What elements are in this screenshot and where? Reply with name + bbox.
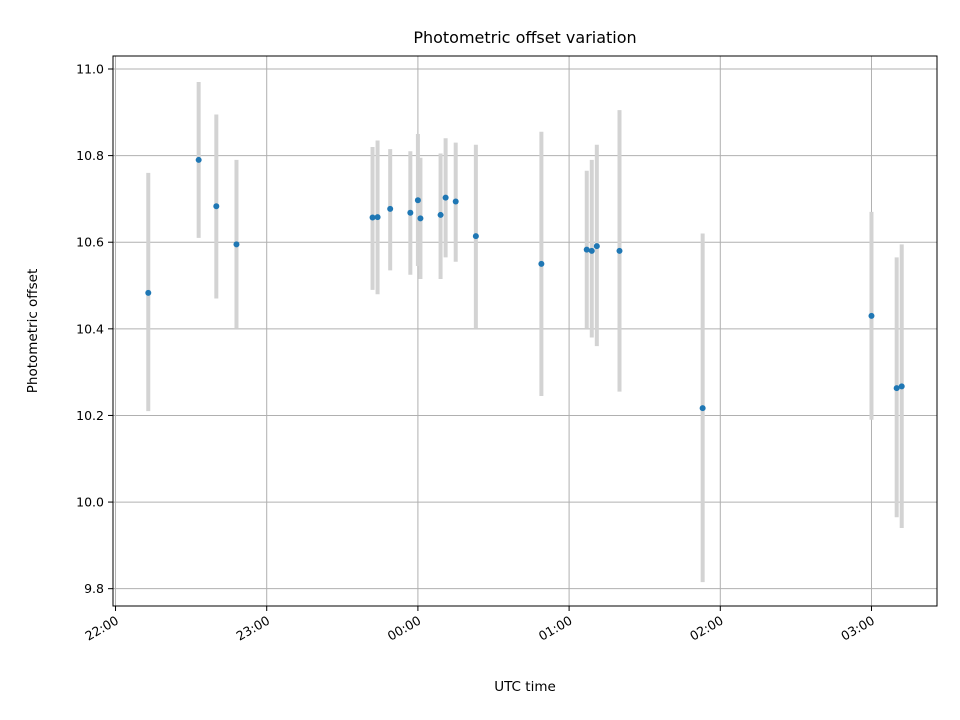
- data-point: [417, 215, 424, 222]
- x-tick-label: 22:00: [82, 613, 121, 644]
- data-point: [369, 214, 376, 221]
- y-tick-label: 10.2: [76, 408, 104, 423]
- data-point: [437, 211, 444, 218]
- x-tick-label: 01:00: [536, 613, 575, 644]
- y-axis-label: Photometric offset: [25, 269, 41, 393]
- data-point: [588, 247, 595, 254]
- y-tick-label: 10.8: [76, 148, 104, 163]
- data-point: [893, 385, 900, 392]
- data-point: [616, 247, 623, 254]
- x-axis-ticks: 22:00 23:00 00:00 01:00 02:00 03:00: [82, 606, 877, 644]
- x-axis-label: UTC time: [494, 679, 556, 695]
- data-point: [213, 203, 220, 210]
- y-tick-label: 9.8: [84, 581, 104, 596]
- plot-frame: [112, 55, 938, 607]
- x-tick-label: 02:00: [687, 613, 726, 644]
- grid-lines: [113, 56, 937, 606]
- y-tick-label: 10.4: [76, 321, 104, 336]
- data-point: [414, 197, 421, 204]
- data-points: [145, 156, 905, 412]
- x-tick-label: 03:00: [838, 613, 877, 644]
- data-point: [898, 383, 905, 390]
- data-point: [472, 233, 479, 240]
- y-tick-label: 10.6: [76, 235, 104, 250]
- data-point: [374, 214, 381, 221]
- chart-title: Photometric offset variation: [413, 28, 636, 47]
- data-point: [593, 243, 600, 250]
- y-axis-ticks: 9.8 10.0 10.2 10.4 10.6 10.8 11.0: [76, 61, 113, 596]
- x-tick-label: 23:00: [234, 613, 273, 644]
- data-point: [699, 405, 706, 412]
- data-point: [442, 194, 449, 201]
- data-point: [145, 289, 152, 296]
- data-point: [233, 241, 240, 248]
- error-bars: [146, 81, 904, 583]
- y-tick-label: 10.0: [76, 495, 104, 510]
- y-tick-label: 11.0: [76, 61, 104, 76]
- data-point: [452, 198, 459, 205]
- data-point: [195, 156, 202, 163]
- data-point: [583, 246, 590, 253]
- data-point: [387, 205, 394, 212]
- data-point: [868, 312, 875, 319]
- data-point: [538, 260, 545, 267]
- x-tick-label: 00:00: [385, 613, 424, 644]
- data-point: [407, 209, 414, 216]
